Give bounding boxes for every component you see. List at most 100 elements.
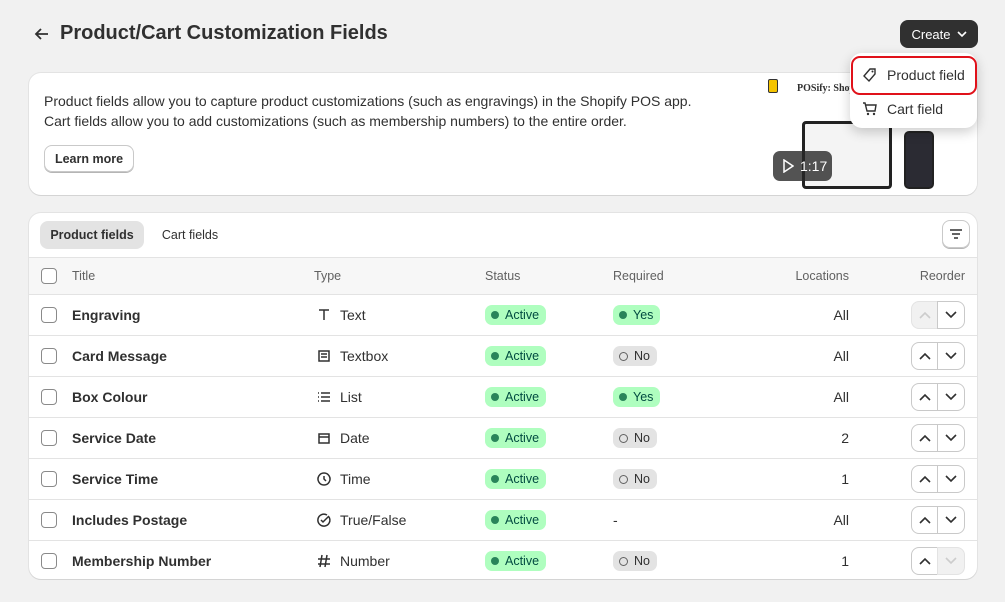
table-row[interactable]: Service Time Time Active No 1: [29, 458, 977, 499]
move-up-button[interactable]: [911, 465, 939, 493]
status-label: Active: [505, 554, 540, 568]
checkbox[interactable]: [41, 430, 57, 446]
required-cell: No: [613, 418, 657, 458]
column-header: Title: [72, 269, 96, 283]
required-label: Yes: [633, 390, 654, 404]
table-row[interactable]: Engraving Text Active Yes All: [29, 294, 977, 335]
status-label: Active: [505, 349, 540, 363]
table-row[interactable]: Service Date Date Active No 2: [29, 417, 977, 458]
required-dot: [619, 433, 628, 443]
field-type: True/False: [316, 500, 406, 540]
field-type: Number: [316, 541, 390, 579]
move-down-button[interactable]: [937, 465, 965, 493]
highlight-box: [851, 56, 977, 95]
move-up-button[interactable]: [911, 342, 939, 370]
checkbox[interactable]: [41, 512, 57, 528]
status-cell: Active: [485, 500, 547, 540]
filter-button[interactable]: [942, 220, 970, 248]
move-down-button[interactable]: [937, 383, 965, 411]
type-label: Number: [340, 553, 390, 569]
learn-more-button[interactable]: Learn more: [44, 145, 134, 172]
move-up-button[interactable]: [911, 506, 939, 534]
required-dot: [619, 474, 628, 484]
required-badge: No: [613, 469, 657, 489]
type-label: Time: [340, 471, 371, 487]
move-down-button[interactable]: [937, 342, 965, 370]
field-type: Time: [316, 459, 371, 499]
type-icon: [318, 433, 330, 444]
type-label: Text: [340, 307, 366, 323]
status-badge: Active: [485, 551, 547, 571]
status-badge: Active: [485, 305, 547, 325]
fields-table-card: Product fields Cart fields Title Type Stat…: [29, 213, 977, 579]
required-dot: [619, 351, 628, 361]
locations: 2: [841, 430, 849, 446]
move-down-button: [937, 547, 965, 575]
checkbox[interactable]: [41, 389, 57, 405]
banner-text: Cart fields allow you to add customizati…: [44, 113, 627, 129]
type-icon: [317, 472, 331, 486]
column-header: Status: [485, 269, 521, 283]
status-label: Active: [505, 472, 540, 486]
required-label: Yes: [633, 308, 654, 322]
status-cell: Active: [485, 377, 547, 417]
video-duration: 1:17: [800, 158, 828, 174]
status-label: Active: [505, 431, 540, 445]
checkbox[interactable]: [41, 348, 57, 364]
checkbox[interactable]: [41, 553, 57, 569]
field-type: Text: [316, 295, 366, 335]
locations: 1: [841, 553, 849, 569]
menu-item[interactable]: Product field: [862, 67, 965, 83]
locations: All: [833, 348, 849, 364]
move-down-button[interactable]: [937, 424, 965, 452]
status-badge: Active: [485, 387, 547, 407]
required-label: No: [634, 349, 650, 363]
move-down-button[interactable]: [937, 301, 965, 329]
tab-active[interactable]: Product fields: [40, 221, 144, 249]
column-header: Required: [613, 269, 664, 283]
checkbox[interactable]: [41, 307, 57, 323]
thumbnail-title: POSify: Shopi: [797, 83, 858, 94]
checkbox[interactable]: [41, 268, 57, 284]
table: Title Type Status Required Locations Reorder …: [29, 257, 977, 579]
field-title: Membership Number: [72, 553, 212, 569]
create-label: Create: [911, 26, 951, 42]
move-up-button[interactable]: [911, 383, 939, 411]
column-header: Type: [314, 269, 342, 283]
required-badge: Yes: [613, 387, 661, 407]
table-row[interactable]: Membership Number Number Active No 1: [29, 540, 977, 579]
move-down-button[interactable]: [937, 506, 965, 534]
menu-item[interactable]: Cart field: [862, 101, 943, 117]
field-type: Textbox: [316, 336, 388, 376]
type-icon: [317, 513, 331, 527]
locations: All: [833, 389, 849, 405]
menu-item-label: Product field: [887, 67, 965, 83]
create-dropdown: Product field Cart field: [850, 53, 977, 128]
locations: All: [833, 512, 849, 528]
required-cell: Yes: [613, 295, 661, 335]
type-icon: [318, 392, 330, 402]
required-badge: No: [613, 551, 657, 571]
status-cell: Active: [485, 459, 547, 499]
table-row[interactable]: Includes Postage True/False Active - All: [29, 499, 977, 540]
type-icon: [319, 309, 329, 320]
status-dot: [491, 393, 499, 401]
type-icon: [318, 350, 330, 362]
required-label: No: [634, 554, 650, 568]
table-row[interactable]: Card Message Textbox Active No All: [29, 335, 977, 376]
field-title: Box Colour: [72, 389, 148, 405]
checkbox[interactable]: [41, 471, 57, 487]
required-cell: No: [613, 459, 657, 499]
field-type: List: [316, 377, 362, 417]
back-arrow[interactable]: [32, 25, 52, 43]
required-dot: [619, 311, 627, 319]
create-button[interactable]: Create: [900, 20, 978, 48]
type-label: List: [340, 389, 362, 405]
status-label: Active: [505, 513, 540, 527]
table-row[interactable]: Box Colour List Active Yes All: [29, 376, 977, 417]
move-up-button[interactable]: [911, 424, 939, 452]
type-icon: [318, 554, 330, 568]
status-dot: [491, 516, 499, 524]
tab[interactable]: Cart fields: [161, 228, 219, 242]
move-up-button[interactable]: [911, 547, 939, 575]
